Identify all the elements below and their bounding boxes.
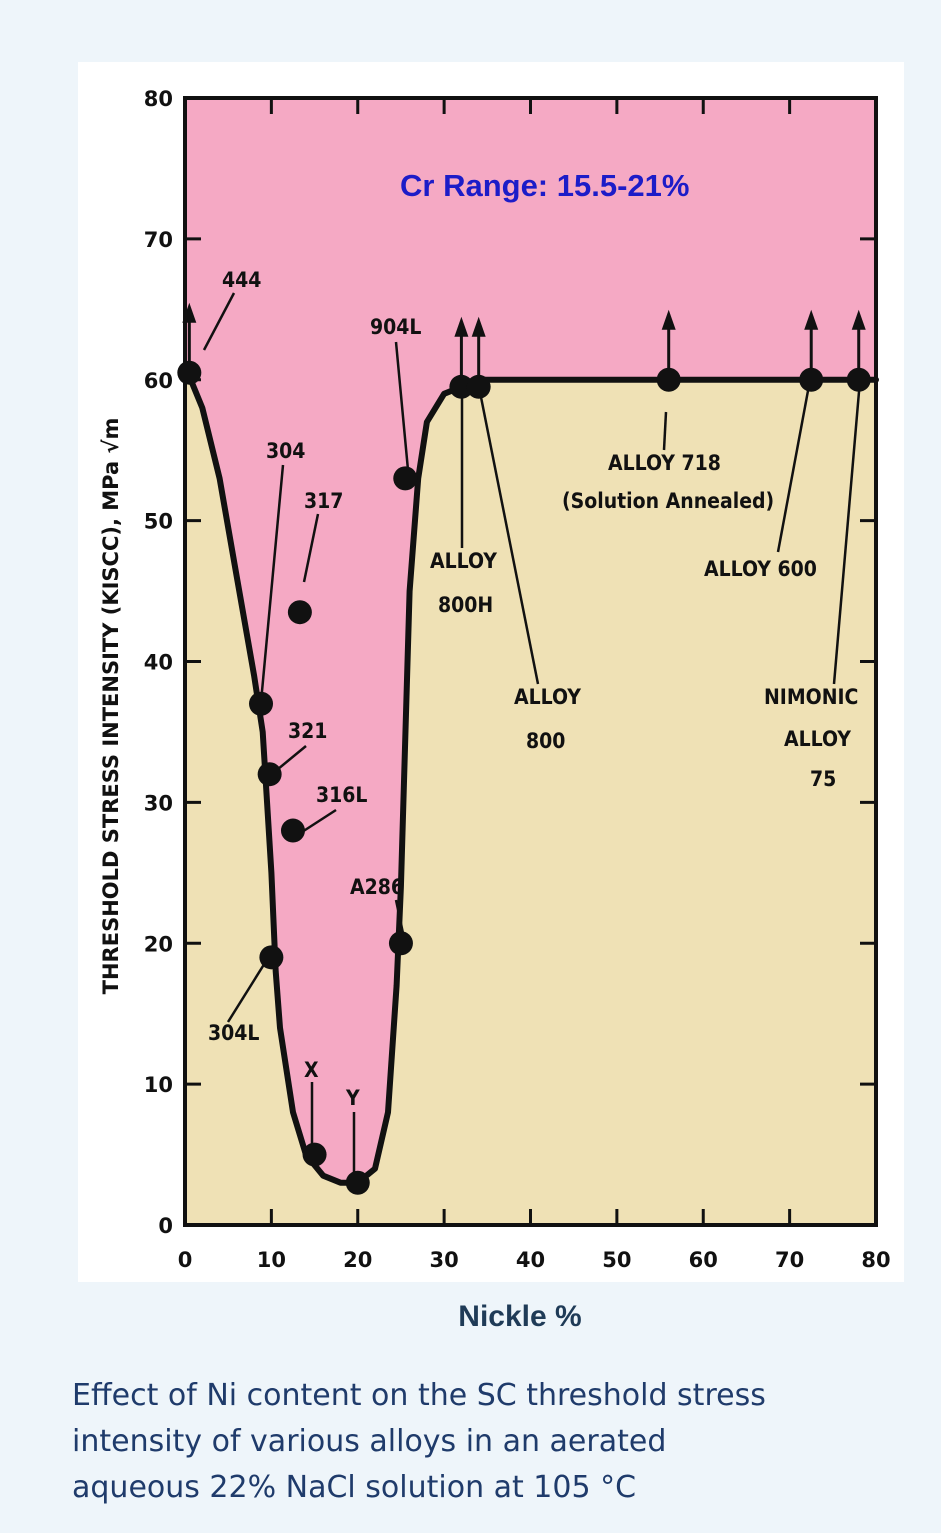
label-316l: 316L — [316, 783, 367, 807]
label-y: Y — [345, 1086, 360, 1110]
leader-line — [301, 808, 337, 834]
leader-line — [394, 341, 410, 471]
data-point — [393, 466, 418, 491]
y-tick-label: 20 — [144, 932, 173, 956]
data-point — [249, 691, 274, 716]
y-tick-label: 0 — [158, 1214, 173, 1238]
x-tick-label: 20 — [343, 1248, 372, 1272]
label-321: 321 — [288, 719, 327, 743]
leader-line — [202, 292, 236, 351]
label-alloy-718-line2: (Solution Annealed) — [562, 489, 774, 513]
label-alloy-600: ALLOY 600 — [704, 557, 817, 581]
x-tick-label: 60 — [689, 1248, 718, 1272]
leader-line — [776, 379, 812, 553]
label-alloy-800h-line1: ALLOY — [430, 549, 497, 573]
x-tick-label: 70 — [775, 1248, 804, 1272]
data-point — [287, 600, 312, 625]
leader-line — [832, 379, 862, 685]
data-point — [280, 818, 305, 843]
data-point — [388, 931, 413, 956]
plot-frame — [183, 96, 878, 1227]
x-tick-label: 10 — [257, 1248, 286, 1272]
leader-line — [259, 464, 285, 703]
data-point — [177, 360, 202, 385]
caption-line: Effect of Ni content on the SC threshold… — [72, 1378, 766, 1413]
label-a286: A286 — [350, 875, 404, 899]
leader-line — [662, 411, 668, 451]
x-tick-label: 40 — [516, 1248, 545, 1272]
label-nimonic-line1: NIMONIC — [764, 685, 858, 709]
x-tick-label: 30 — [430, 1248, 459, 1272]
arrow-head — [471, 316, 486, 337]
plot-region-above — [185, 98, 876, 1183]
y-axis-label: THRESHOLD STRESS INTENSITY (KISCC), MPa … — [99, 418, 123, 995]
y-tick-label: 50 — [144, 510, 173, 534]
leader-line — [302, 513, 320, 583]
chart-panel: 0 10 20 30 40 50 60 70 80 0 10 20 30 40 50 60 70 80 Cr Ra… — [78, 62, 904, 1282]
y-tick-label: 40 — [144, 651, 173, 675]
label-alloy-800-line1: ALLOY — [514, 685, 581, 709]
label-alloy-800-line2: 800 — [526, 729, 565, 753]
data-point — [257, 762, 282, 787]
data-points — [177, 360, 871, 1195]
data-point — [259, 945, 284, 970]
x-axis-label: Nickle % — [458, 1300, 582, 1333]
x-tick-label: 50 — [602, 1248, 631, 1272]
y-tick-label: 60 — [144, 369, 173, 393]
y-tick-label: 30 — [144, 791, 173, 815]
label-904l: 904L — [370, 315, 421, 339]
label-317: 317 — [304, 489, 343, 513]
x-tick-label: 80 — [861, 1248, 890, 1272]
label-x: X — [304, 1058, 319, 1082]
caption-line: intensity of various alloys in an aerate… — [72, 1424, 667, 1459]
figure-caption: Effect of Ni content on the SC threshold… — [72, 1373, 902, 1511]
arrow-head — [661, 309, 676, 330]
arrow-head — [804, 309, 819, 330]
label-nimonic-line2: ALLOY — [784, 727, 851, 751]
caption-line: aqueous 22% NaCl solution at 105 °C — [72, 1470, 637, 1505]
label-alloy-718-line1: ALLOY 718 — [608, 451, 721, 475]
data-point — [799, 367, 824, 392]
label-alloy-800h-line2: 800H — [438, 593, 493, 617]
chart-title: Cr Range: 15.5-21% — [400, 168, 689, 203]
arrow-head — [851, 309, 866, 330]
label-444: 444 — [222, 268, 261, 292]
y-tick-label: 10 — [144, 1073, 173, 1097]
data-point — [466, 374, 491, 399]
x-tick-label: 0 — [178, 1248, 193, 1272]
y-tick-label: 80 — [144, 87, 173, 111]
label-304l: 304L — [208, 1021, 259, 1045]
leader-line — [226, 957, 270, 1023]
data-point — [302, 1142, 327, 1167]
y-tick-label: 70 — [144, 228, 173, 252]
label-nimonic-line3: 75 — [810, 767, 836, 791]
data-point — [846, 367, 871, 392]
data-point — [656, 367, 681, 392]
data-point — [345, 1170, 370, 1195]
arrow-head — [454, 316, 469, 337]
annotation-leaders — [202, 292, 862, 1174]
leader-line — [476, 381, 540, 685]
data-point — [449, 374, 474, 399]
label-304: 304 — [266, 439, 305, 463]
